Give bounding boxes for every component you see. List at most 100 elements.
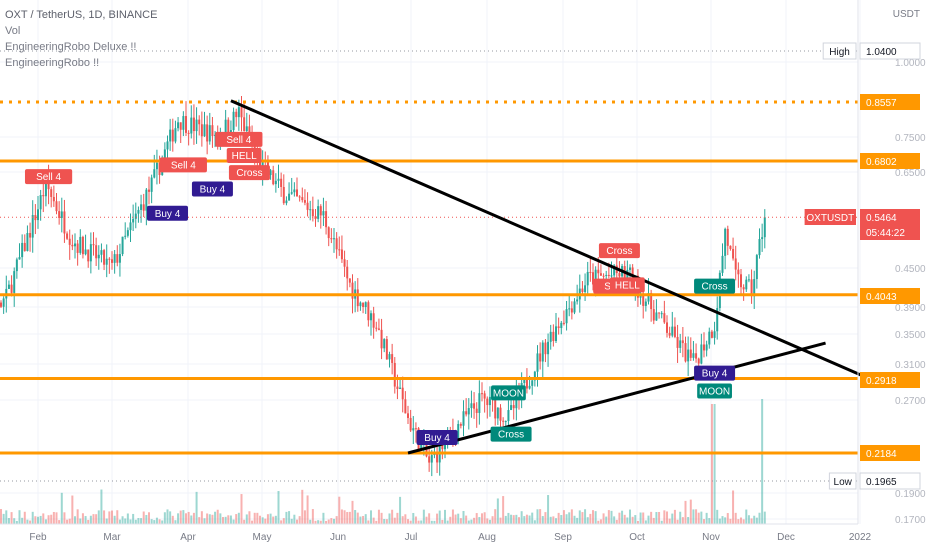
indicator-label-deluxe[interactable]: EngineeringRobo Deluxe !! bbox=[5, 41, 137, 53]
chart-legend: OXT / TetherUS, 1D, BINANCE Vol Engineer… bbox=[5, 7, 157, 71]
candle-body bbox=[198, 119, 201, 125]
candle-body bbox=[145, 189, 148, 211]
signal-text: Cross bbox=[702, 282, 728, 293]
volume-bar bbox=[116, 510, 119, 524]
volume-bar bbox=[755, 517, 758, 524]
volume-bar bbox=[586, 517, 589, 524]
candle-body bbox=[459, 424, 462, 426]
grid-lines bbox=[0, 0, 861, 524]
volume-bar bbox=[282, 518, 285, 524]
volume-bar bbox=[37, 516, 39, 524]
volume-bar bbox=[100, 489, 103, 524]
candle-body bbox=[76, 243, 79, 253]
candle-body bbox=[277, 178, 280, 181]
volume-bar bbox=[695, 509, 698, 524]
candle-body bbox=[116, 254, 119, 263]
candle-body bbox=[150, 177, 153, 192]
volume-bar bbox=[145, 514, 148, 524]
volume-bar bbox=[433, 520, 436, 524]
volume-bar bbox=[533, 520, 536, 524]
horizontal-levels[interactable] bbox=[0, 50, 858, 482]
candle-body bbox=[108, 258, 111, 260]
signal-text: Sell 4 bbox=[36, 172, 61, 183]
candle-body bbox=[7, 284, 10, 289]
trendlines[interactable] bbox=[230, 99, 864, 455]
volume-bar bbox=[470, 519, 473, 524]
candle-body bbox=[214, 134, 217, 137]
volume-bar bbox=[438, 510, 441, 524]
volume-bar bbox=[182, 510, 185, 524]
volume-indicator-label[interactable]: Vol bbox=[5, 25, 21, 37]
volume-bar bbox=[2, 513, 5, 524]
volume-bar bbox=[523, 516, 526, 524]
candle-body bbox=[528, 385, 531, 389]
volume-bar bbox=[87, 519, 90, 524]
volume-bar bbox=[560, 515, 563, 524]
candle-body bbox=[303, 200, 306, 203]
candle-body bbox=[758, 239, 761, 256]
trendline[interactable] bbox=[407, 341, 826, 455]
volume-bar bbox=[541, 516, 544, 524]
candle-body bbox=[597, 269, 600, 274]
volume-bar bbox=[39, 515, 42, 524]
symbol-title[interactable]: OXT / TetherUS, 1D, BINANCE bbox=[5, 9, 158, 21]
candle-body bbox=[92, 244, 95, 246]
candle-body bbox=[177, 122, 180, 129]
candle-body bbox=[412, 428, 415, 431]
candle-body bbox=[166, 141, 169, 150]
candle-body bbox=[697, 358, 700, 364]
volume-bar bbox=[148, 512, 150, 524]
candle-body bbox=[44, 176, 47, 197]
volume-bar bbox=[473, 517, 476, 524]
candle-body bbox=[631, 267, 634, 288]
volume-bar bbox=[129, 519, 132, 524]
volume-bar bbox=[615, 519, 618, 524]
candle-body bbox=[338, 249, 341, 251]
candle-body bbox=[240, 107, 243, 118]
candle-body bbox=[118, 254, 121, 263]
volume-bar bbox=[750, 518, 753, 524]
candle-body bbox=[565, 309, 568, 324]
signal-text: Sell 4 bbox=[226, 135, 251, 146]
price-label-box bbox=[860, 372, 920, 388]
x-tick-label: Aug bbox=[478, 532, 496, 543]
candle-body bbox=[599, 273, 602, 276]
signal-badge bbox=[226, 147, 262, 163]
volume-bar bbox=[7, 518, 10, 524]
candle-body bbox=[486, 398, 489, 406]
candle-body bbox=[539, 353, 542, 362]
price-label-value: 1.0400 bbox=[866, 47, 897, 58]
volume-bar bbox=[134, 519, 137, 524]
time-axis[interactable]: Feb Mar Apr May Jun Jul Aug Sep Oct Nov Dec 2022 bbox=[0, 523, 932, 550]
volume-bar bbox=[483, 512, 486, 524]
x-tick-label: Sep bbox=[554, 532, 572, 543]
trendline[interactable] bbox=[230, 99, 864, 378]
volume-bar bbox=[422, 509, 425, 524]
signal-labels: Cross Sell 4 Buy 4 Sell 4 Buy 4 Sell 4 HELL Cro… bbox=[24, 131, 736, 445]
currency-label: USDT bbox=[892, 9, 920, 20]
price-label-value: 0.4043 bbox=[866, 292, 897, 303]
candle-body bbox=[708, 331, 711, 345]
volume-bar bbox=[256, 512, 259, 524]
volume-bar bbox=[76, 509, 79, 524]
candle-body bbox=[726, 228, 729, 246]
volume-bar bbox=[169, 511, 172, 524]
candle-body bbox=[71, 244, 74, 247]
candle-body bbox=[414, 428, 417, 430]
candle-body bbox=[457, 424, 460, 439]
candle-body bbox=[737, 269, 740, 275]
volume-bar bbox=[396, 512, 399, 524]
x-tick-label: Oct bbox=[629, 532, 645, 543]
candle-body bbox=[158, 162, 161, 176]
volume-bar bbox=[15, 520, 18, 524]
candle-body bbox=[306, 202, 309, 210]
candle-body bbox=[290, 192, 293, 194]
volume-bar bbox=[697, 512, 700, 524]
x-tick-label: Apr bbox=[180, 532, 196, 543]
candle-body bbox=[272, 170, 275, 185]
candle-body bbox=[755, 255, 758, 280]
candle-body bbox=[544, 342, 547, 355]
price-axis[interactable]: 1.0000 0.7500 0.6500 0.4500 0.3900 0.3500 0.31… bbox=[857, 0, 926, 550]
indicator-label-robo[interactable]: EngineeringRobo !! bbox=[5, 57, 100, 69]
